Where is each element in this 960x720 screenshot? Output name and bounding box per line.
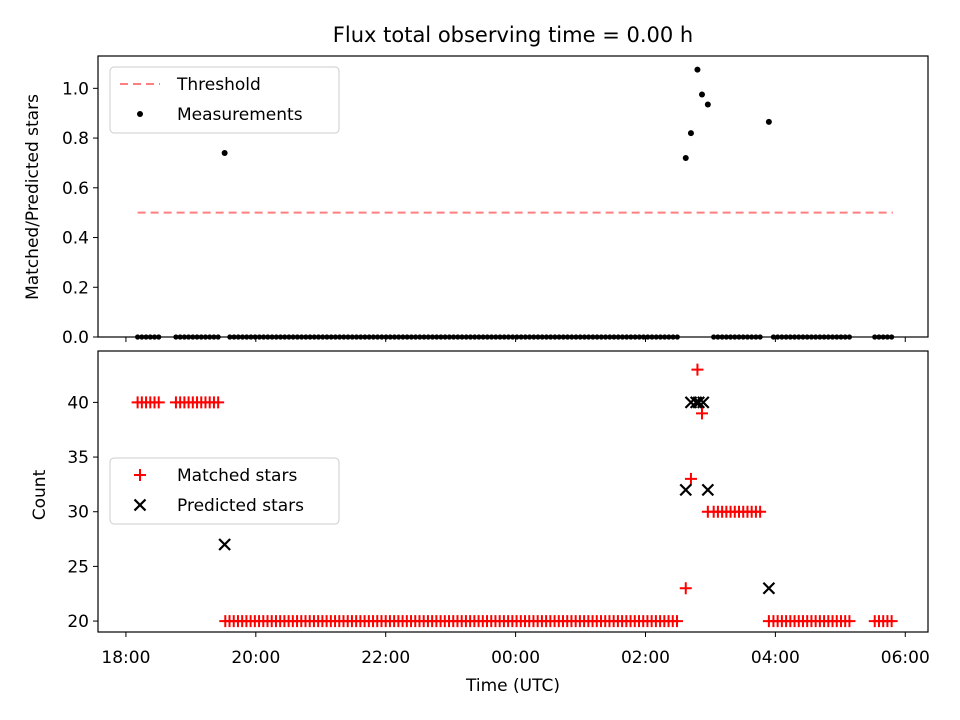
plot-border [97, 55, 929, 338]
y-tick-label: 0.8 [62, 129, 89, 149]
y-tick-label: 30 [67, 503, 89, 523]
matched-star-point [212, 396, 225, 409]
x-tick-label: 22:00 [361, 648, 410, 668]
ratio-legend: Threshold Measurements [109, 66, 340, 134]
y-tick-label: 35 [67, 448, 89, 468]
x-tick-label: 06:00 [881, 648, 930, 668]
matched-star-point [701, 505, 714, 518]
y-tick-label: 1.0 [62, 79, 89, 99]
y-tick-label: 0.4 [62, 229, 89, 249]
matched-star-point [679, 582, 692, 595]
chart-title: Flux total observing time = 0.00 h [333, 23, 693, 47]
measurement-point [765, 118, 772, 125]
y-tick-label: 0.0 [62, 328, 89, 348]
matched-star-point [691, 363, 704, 376]
matched-star-point [152, 396, 165, 409]
measurement-point [704, 101, 711, 108]
predicted-star-point [692, 396, 706, 409]
x-tick-label: 18:00 [101, 648, 150, 668]
ratio-panel: Matched/Predicted stars 0.0 0.2 0.4 0.6 0.8 1… [23, 55, 929, 348]
y-tick-label: 40 [67, 393, 89, 413]
legend-box [109, 66, 340, 134]
matched-star-point [670, 615, 683, 628]
predicted-star-point [762, 581, 776, 595]
legend-box [109, 457, 340, 525]
matched-star-point [695, 407, 708, 420]
predicted-star-point [697, 396, 710, 409]
plot-border [97, 350, 929, 633]
count-y-axis-label: Count [30, 469, 50, 520]
ratio-y-axis-label: Matched/Predicted stars [23, 94, 43, 300]
x-tick-label: 00:00 [491, 648, 540, 668]
y-tick-label: 0.6 [62, 179, 89, 199]
matched-star-point [843, 615, 856, 628]
y-tick-label: 0.2 [62, 278, 89, 298]
measurement-point [687, 130, 694, 137]
count-panel: Count 20 25 30 35 40 Matched stars Predicted s… [30, 350, 929, 637]
measurement-point [682, 154, 689, 161]
x-tick-label: 04:00 [751, 648, 800, 668]
predicted-star-point [218, 538, 231, 551]
matched-star-point [684, 472, 697, 485]
matched-star-point [754, 505, 767, 518]
legend-label: Measurements [177, 105, 303, 125]
legend-predicted-swatch [133, 498, 147, 512]
legend-label: Matched stars [177, 466, 297, 486]
y-tick-label: 20 [67, 612, 89, 632]
measurement-point [221, 149, 228, 156]
measurement-point [694, 66, 701, 73]
count-legend: Matched stars Predicted stars [109, 457, 340, 525]
legend-label: Threshold [176, 75, 261, 95]
matched-star-point [762, 615, 775, 628]
x-tick-label: 02:00 [621, 648, 670, 668]
measurement-point [698, 91, 705, 98]
y-tick-label: 25 [67, 557, 89, 577]
predicted-star-point [701, 483, 715, 497]
legend-measurement-swatch [137, 111, 143, 117]
matched-star-point [885, 615, 898, 628]
predicted-star-point [679, 483, 693, 497]
legend-matched-swatch [134, 469, 146, 481]
x-axis-label: Time (UTC) [465, 676, 560, 696]
legend-label: Predicted stars [177, 496, 304, 516]
x-tick-label: 20:00 [231, 648, 280, 668]
